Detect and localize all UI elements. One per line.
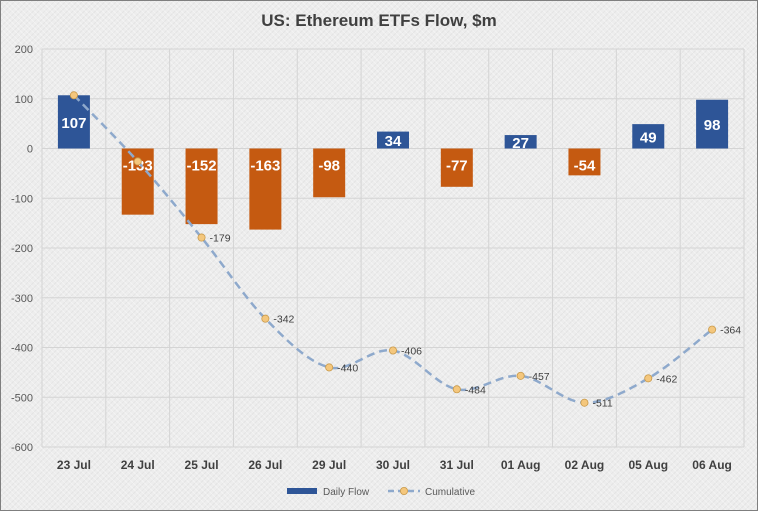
cumulative-data-label: -179	[210, 233, 231, 245]
cumulative-data-label: -511	[592, 398, 612, 410]
x-tick-label: 29 Jul	[312, 458, 346, 472]
x-tick-label: 01 Aug	[501, 458, 541, 472]
bar	[440, 148, 473, 187]
y-tick-label: -400	[11, 343, 33, 355]
bar-data-label: 34	[385, 133, 402, 150]
bar-data-label: -163	[250, 158, 280, 175]
cumulative-data-label: -457	[529, 371, 550, 383]
y-tick-label: -500	[11, 392, 33, 404]
bar-data-label: 27	[512, 135, 529, 152]
x-tick-label: 31 Jul	[440, 458, 474, 472]
chart-title: US: Ethereum ETFs Flow, $m	[261, 11, 497, 30]
cumulative-point	[388, 346, 397, 355]
y-tick-label: -600	[11, 442, 33, 454]
x-tick-label: 06 Aug	[692, 458, 732, 472]
bar-data-label: 98	[704, 117, 721, 134]
x-tick-label: 02 Aug	[565, 458, 605, 472]
bar-data-label: -98	[318, 158, 340, 175]
y-tick-label: 100	[15, 94, 33, 106]
cumulative-point	[261, 314, 270, 323]
cumulative-data-label: -462	[656, 373, 677, 385]
bar-data-label: -54	[574, 158, 596, 175]
bar	[632, 124, 665, 149]
legend-cumulative-label: Cumulative	[425, 487, 475, 498]
x-tick-label: 26 Jul	[248, 458, 282, 472]
bar-data-label: -77	[446, 158, 468, 175]
bar-data-label: -152	[187, 158, 217, 175]
cumulative-data-label: -364	[720, 325, 741, 337]
cumulative-data-label: -484	[465, 384, 486, 396]
cumulative-data-label: -406	[401, 345, 422, 357]
legend-daily-flow-swatch	[287, 488, 317, 494]
y-tick-label: 0	[27, 144, 33, 156]
cumulative-point	[580, 398, 589, 407]
cumulative-point	[133, 157, 142, 166]
x-tick-label: 25 Jul	[185, 458, 219, 472]
y-tick-label: -300	[11, 293, 33, 305]
x-tick-label: 23 Jul	[57, 458, 91, 472]
bar	[185, 148, 218, 225]
x-tick-label: 05 Aug	[628, 458, 668, 472]
y-tick-label: -200	[11, 243, 33, 255]
bar	[249, 148, 282, 230]
bar-data-label: -133	[123, 158, 153, 175]
bar-data-label: 49	[640, 129, 657, 146]
bar	[313, 148, 346, 198]
x-tick-label: 24 Jul	[121, 458, 155, 472]
y-tick-label: 200	[15, 44, 33, 56]
bar	[568, 148, 601, 176]
bar	[504, 135, 537, 149]
cumulative-data-label: -342	[273, 314, 294, 326]
legend-daily-flow-label: Daily Flow	[323, 487, 370, 498]
bar	[696, 99, 729, 149]
cumulative-point	[452, 385, 461, 394]
bar	[57, 95, 90, 149]
cumulative-point	[644, 374, 653, 383]
cumulative-data-label: -440	[337, 362, 358, 374]
y-tick-label: -100	[11, 193, 33, 205]
bar-data-label: 107	[61, 115, 86, 132]
bar	[377, 131, 409, 149]
cumulative-line	[73, 94, 713, 404]
x-tick-label: 30 Jul	[376, 458, 410, 472]
legend-cumulative-marker	[399, 486, 408, 495]
cumulative-point	[708, 325, 717, 334]
cumulative-point	[516, 371, 525, 380]
cumulative-point	[197, 233, 206, 242]
cumulative-point	[69, 91, 78, 100]
cumulative-point	[325, 363, 334, 372]
